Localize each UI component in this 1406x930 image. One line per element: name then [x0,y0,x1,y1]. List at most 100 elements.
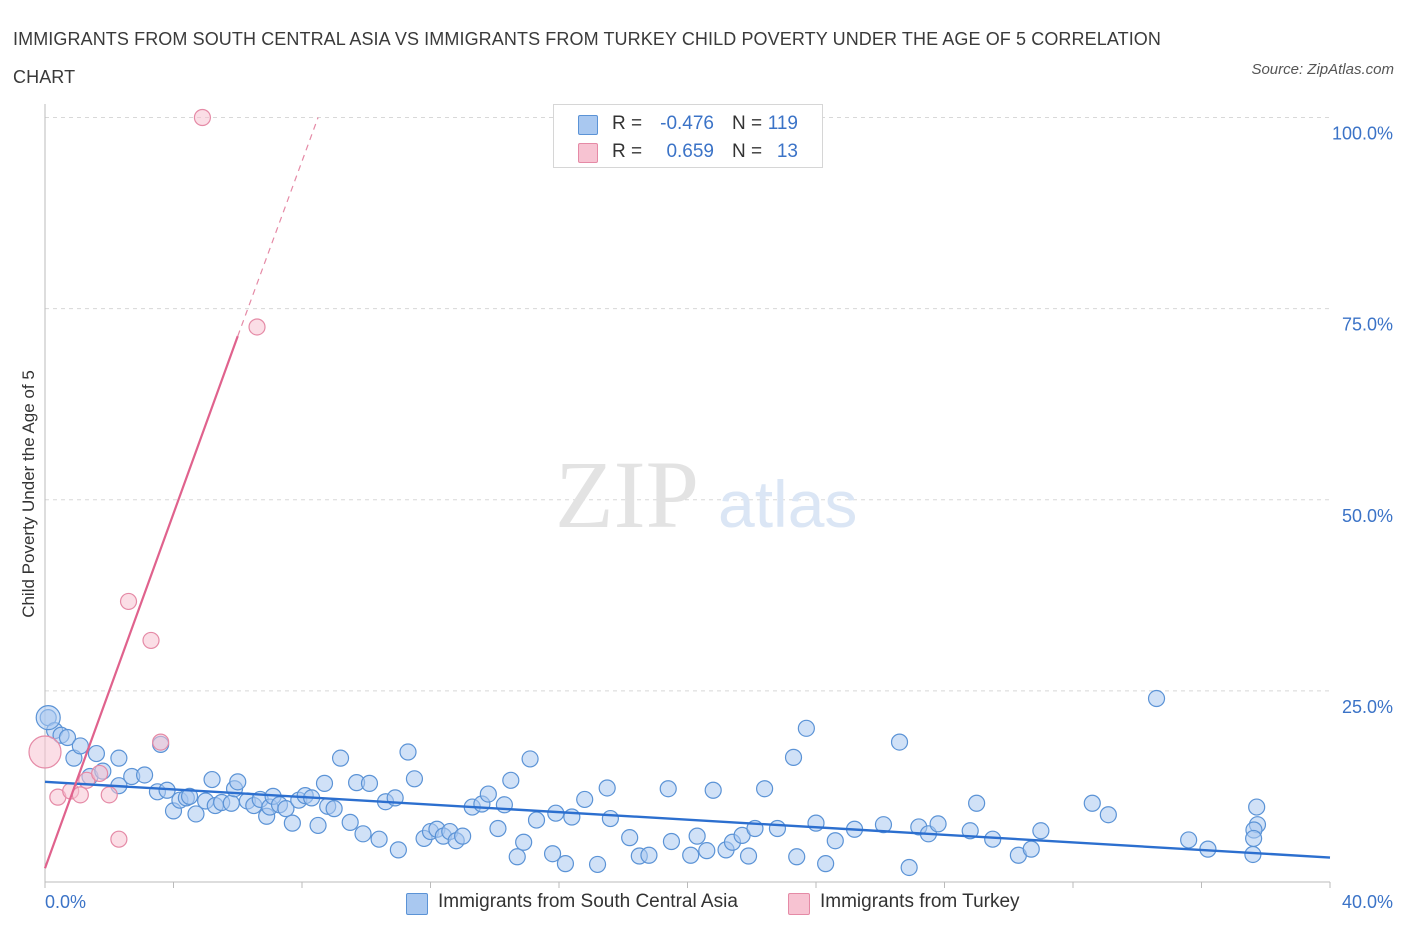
data-point [826,832,844,850]
data-point [576,790,594,809]
data-point [968,794,986,812]
data-point [110,830,128,848]
data-point [203,770,221,789]
data-point [152,733,170,751]
data-point [621,829,639,847]
data-point [890,733,909,751]
data-point [222,794,240,812]
data-point [389,841,407,859]
data-point [755,780,774,798]
blue-swatch [578,115,598,135]
data-point [739,847,758,865]
data-point [688,827,706,845]
pink-swatch [788,893,810,915]
stats-row-pink: R = 0.659 N = 13 [554,138,822,166]
data-point [543,845,562,863]
r-value: 0.659 [666,141,714,162]
data-point [659,780,677,798]
data-point [399,743,417,761]
watermark-atlas: atlas [718,467,857,541]
data-point [58,728,77,747]
data-point [283,814,301,832]
n-label: N = [732,141,763,162]
source-note: Source: ZipAtlas.com [1251,61,1394,78]
n-value: 13 [776,141,798,162]
series-turkey [28,108,266,848]
data-point [797,719,815,737]
data-point [341,813,359,831]
r-value: -0.476 [660,113,714,134]
data-point [817,855,835,873]
trendline-south-central-asia [44,780,1331,859]
data-point [961,822,979,840]
data-point [527,811,546,829]
y-tick-label: 75.0% [1342,315,1393,335]
trendline-turkey-extension [237,117,319,337]
blue-swatch [406,893,428,915]
data-point [788,848,806,866]
data-point [71,737,89,755]
data-point [325,800,343,818]
series-south-central-asia [35,689,1267,877]
data-point [598,779,616,797]
chart-title: IMMIGRANTS FROM SOUTH CENTRAL ASIA VS IM… [13,29,1161,87]
data-point [354,825,372,843]
trendline-turkey [43,335,239,869]
trendlines [43,117,1331,869]
data-point [91,764,109,783]
gridlines [45,117,1330,692]
data-point [28,735,62,769]
r-label: R = [612,141,643,162]
y-tick-label: 25.0% [1342,697,1393,717]
data-point [180,787,199,805]
data-point [1245,829,1263,848]
data-point [768,819,787,838]
data-point [929,815,947,833]
data-point [1248,798,1266,816]
x-tick-label: 0.0% [45,892,86,912]
data-point [315,774,334,792]
pink-swatch [578,143,598,163]
data-point [370,830,388,848]
data-point [489,819,507,838]
data-point [142,631,160,650]
data-point [193,108,212,127]
data-point [601,809,620,828]
data-point [100,786,118,804]
stats-legend: R = -0.476 N = 119 R = 0.659 N = 13 [553,104,823,168]
data-point [521,750,539,768]
data-point [874,816,893,834]
data-point [900,858,918,877]
data-point [588,855,607,874]
data-point [784,748,803,766]
x-tick-label: 40.0% [1342,892,1393,912]
y-axis-label: Child Poverty Under the Age of 5 [19,370,38,618]
data-point [704,781,722,799]
y-tick-label: 100.0% [1332,124,1393,144]
data-point [1147,689,1166,708]
r-label: R = [612,113,643,134]
data-point [1032,822,1050,840]
data-point [640,846,658,864]
n-label: N = [732,113,763,134]
legend-label: Immigrants from South Central Asia [438,891,738,912]
data-point [682,846,700,864]
data-point [662,832,681,851]
data-point [405,770,424,788]
data-point [309,816,327,835]
watermark: ZIP atlas [555,441,857,548]
n-value: 119 [767,113,798,134]
series-legend: Immigrants from South Central Asia Immig… [0,888,1406,916]
data-point [515,833,533,851]
data-point [556,855,575,873]
data-point [1083,794,1101,812]
x-tick-labels: 0.0% 40.0% [45,892,1393,912]
data-point [1099,806,1117,824]
y-tick-label: 50.0% [1342,506,1393,526]
stats-row-blue: R = -0.476 N = 119 [554,110,822,138]
data-point [508,848,526,866]
data-point [1022,840,1040,858]
data-point [331,749,350,767]
data-point [248,318,266,336]
